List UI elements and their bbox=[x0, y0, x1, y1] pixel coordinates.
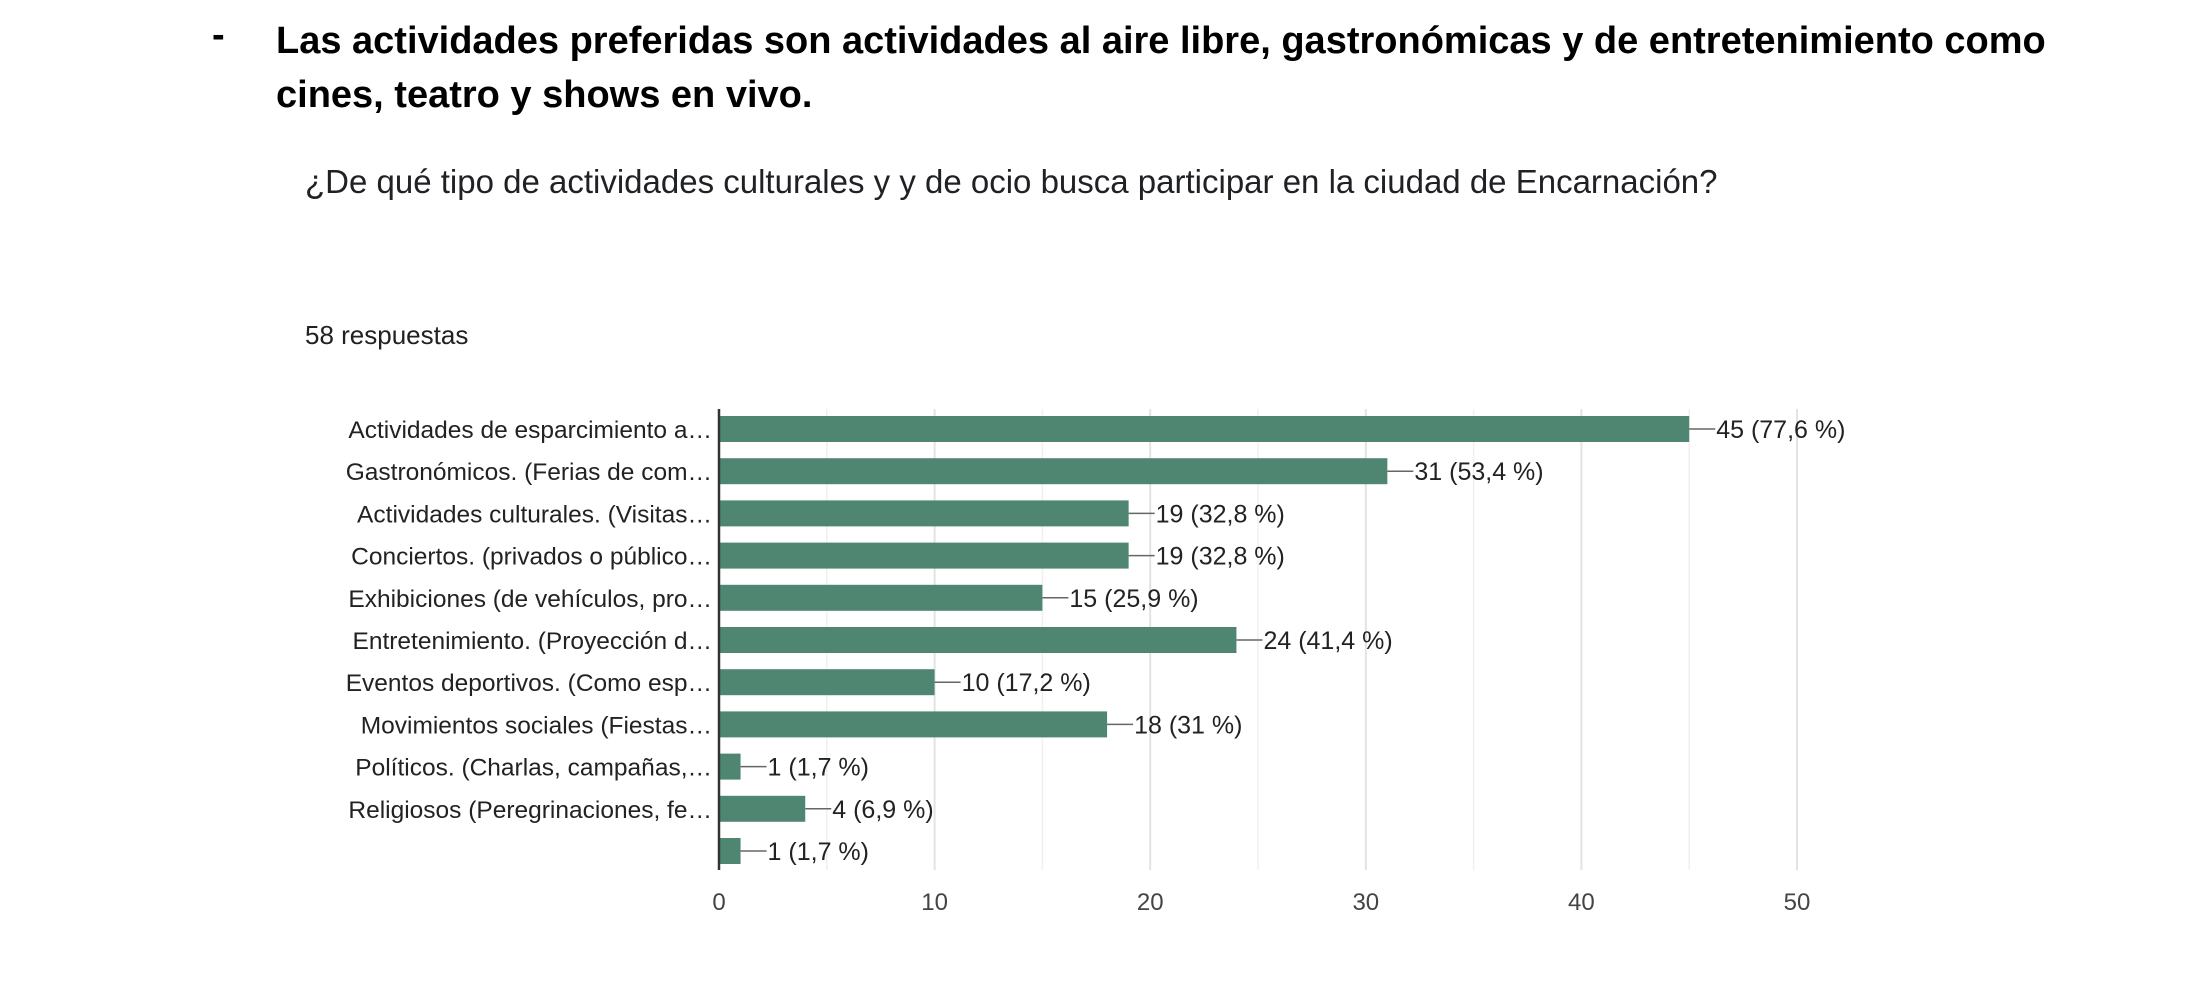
x-tick-label: 40 bbox=[1568, 889, 1595, 916]
category-label: Exhibiciones (de vehículos, pro… bbox=[348, 586, 712, 613]
question-title: ¿De qué tipo de actividades culturales y… bbox=[305, 163, 1718, 200]
data-label: 24 (41,4 %) bbox=[1263, 627, 1392, 655]
bar bbox=[719, 542, 1129, 569]
category-label: Movimientos sociales (Fiestas… bbox=[361, 712, 712, 739]
bar bbox=[719, 458, 1388, 485]
data-label: 1 (1,7 %) bbox=[768, 838, 869, 866]
data-label: 19 (32,8 %) bbox=[1156, 500, 1285, 528]
data-label: 10 (17,2 %) bbox=[962, 669, 1091, 697]
category-label: Actividades de esparcimiento a… bbox=[348, 417, 712, 444]
category-label: Gastronómicos. (Ferias de com… bbox=[346, 459, 712, 486]
category-label: Eventos deportivos. (Como esp… bbox=[346, 670, 712, 697]
category-label: Religiosos (Peregrinaciones, fe… bbox=[348, 797, 712, 824]
category-label: Conciertos. (privados o público… bbox=[351, 544, 712, 571]
bar bbox=[719, 711, 1108, 738]
x-tick-label: 30 bbox=[1352, 889, 1379, 916]
data-label: 19 (32,8 %) bbox=[1156, 543, 1285, 571]
data-label: 15 (25,9 %) bbox=[1069, 585, 1198, 613]
data-label: 18 (31 %) bbox=[1134, 711, 1242, 739]
response-count: 58 respuestas bbox=[305, 320, 469, 350]
data-label: 1 (1,7 %) bbox=[768, 754, 869, 782]
summary-text: Las actividades preferidas son actividad… bbox=[276, 20, 2046, 116]
bar bbox=[719, 838, 741, 864]
bar bbox=[719, 669, 935, 696]
bar bbox=[719, 416, 1690, 442]
category-label: Actividades culturales. (Visitas… bbox=[357, 501, 712, 528]
x-tick-label: 10 bbox=[921, 889, 948, 916]
category-label: Políticos. (Charlas, campañas,… bbox=[355, 755, 712, 782]
bar bbox=[719, 500, 1129, 527]
data-label: 31 (53,4 %) bbox=[1414, 458, 1543, 486]
bar bbox=[719, 627, 1237, 653]
data-label: 45 (77,6 %) bbox=[1716, 416, 1845, 444]
bar bbox=[719, 753, 741, 780]
bullet-dash: - bbox=[212, 14, 225, 56]
x-tick-label: 20 bbox=[1137, 889, 1164, 916]
bar bbox=[719, 584, 1043, 611]
bar bbox=[719, 795, 806, 822]
x-tick-label: 0 bbox=[712, 889, 725, 916]
x-tick-label: 50 bbox=[1784, 889, 1811, 916]
data-label: 4 (6,9 %) bbox=[832, 796, 933, 824]
category-label: Entretenimiento. (Proyección d… bbox=[353, 628, 713, 655]
